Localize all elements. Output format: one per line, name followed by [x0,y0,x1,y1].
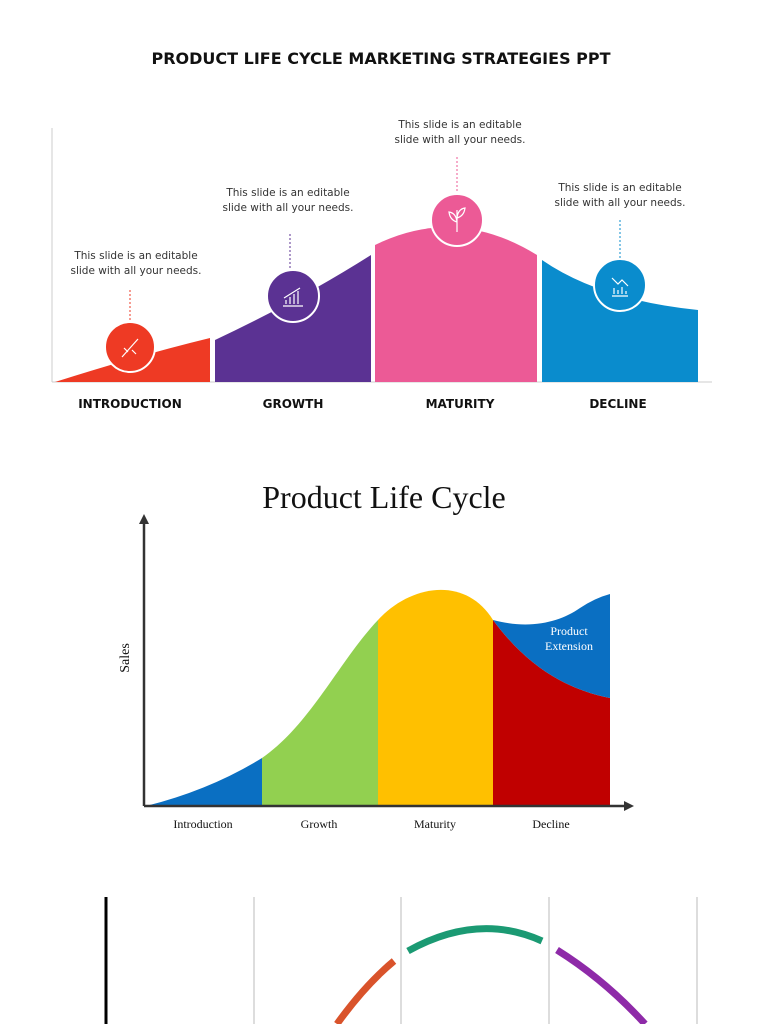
slide2-title: Product Life Cycle [262,479,505,515]
curve-segment [555,947,648,1024]
axis-arrow [139,514,149,524]
extension-label: Product [550,624,588,638]
growth-area [262,620,378,806]
stage-note: This slide is an editable [557,182,681,194]
stage-label: Introduction [173,817,232,831]
stage-label: Growth [301,817,338,831]
curve-segment [334,958,397,1024]
icon-circle [593,258,647,312]
slide2-stages: Introduction Growth Maturity Decline [173,817,569,831]
maturity-area [375,227,537,382]
stage-note: This slide is an editable [225,187,349,199]
stage-label: INTRODUCTION [78,397,182,411]
stage-label: DECLINE [589,397,646,411]
decline-area [542,260,698,382]
slide1-stages: INTRODUCTION This slide is an editable sli… [71,119,686,411]
stage-label: Maturity [414,817,456,831]
slide1-title: PRODUCT LIFE CYCLE MARKETING STRATEGIES … [151,49,610,68]
dividers [253,897,698,1024]
connectors [129,157,621,322]
intro-area [146,758,262,806]
icons [121,207,629,358]
maturity-area [378,589,493,806]
decline-area [493,620,610,806]
extension-label: Extension [545,639,593,653]
stage-label: Decline [532,817,569,831]
stage-note: This slide is an editable [397,119,521,131]
stage-note: This slide is an editable [73,250,197,262]
stage-note: slide with all your needs. [223,202,354,214]
icon-circle [104,321,156,373]
stage-note: slide with all your needs. [395,134,526,146]
stage-note: slide with all your needs. [555,197,686,209]
y-axis-label: Sales [118,643,133,673]
curve-segment [406,925,544,955]
stage-label: GROWTH [263,397,324,411]
stage-label: MATURITY [426,397,495,411]
stage-note: slide with all your needs. [71,265,202,277]
axis-arrow [624,801,634,811]
icon-circle [266,269,320,323]
extension-area [493,594,610,698]
